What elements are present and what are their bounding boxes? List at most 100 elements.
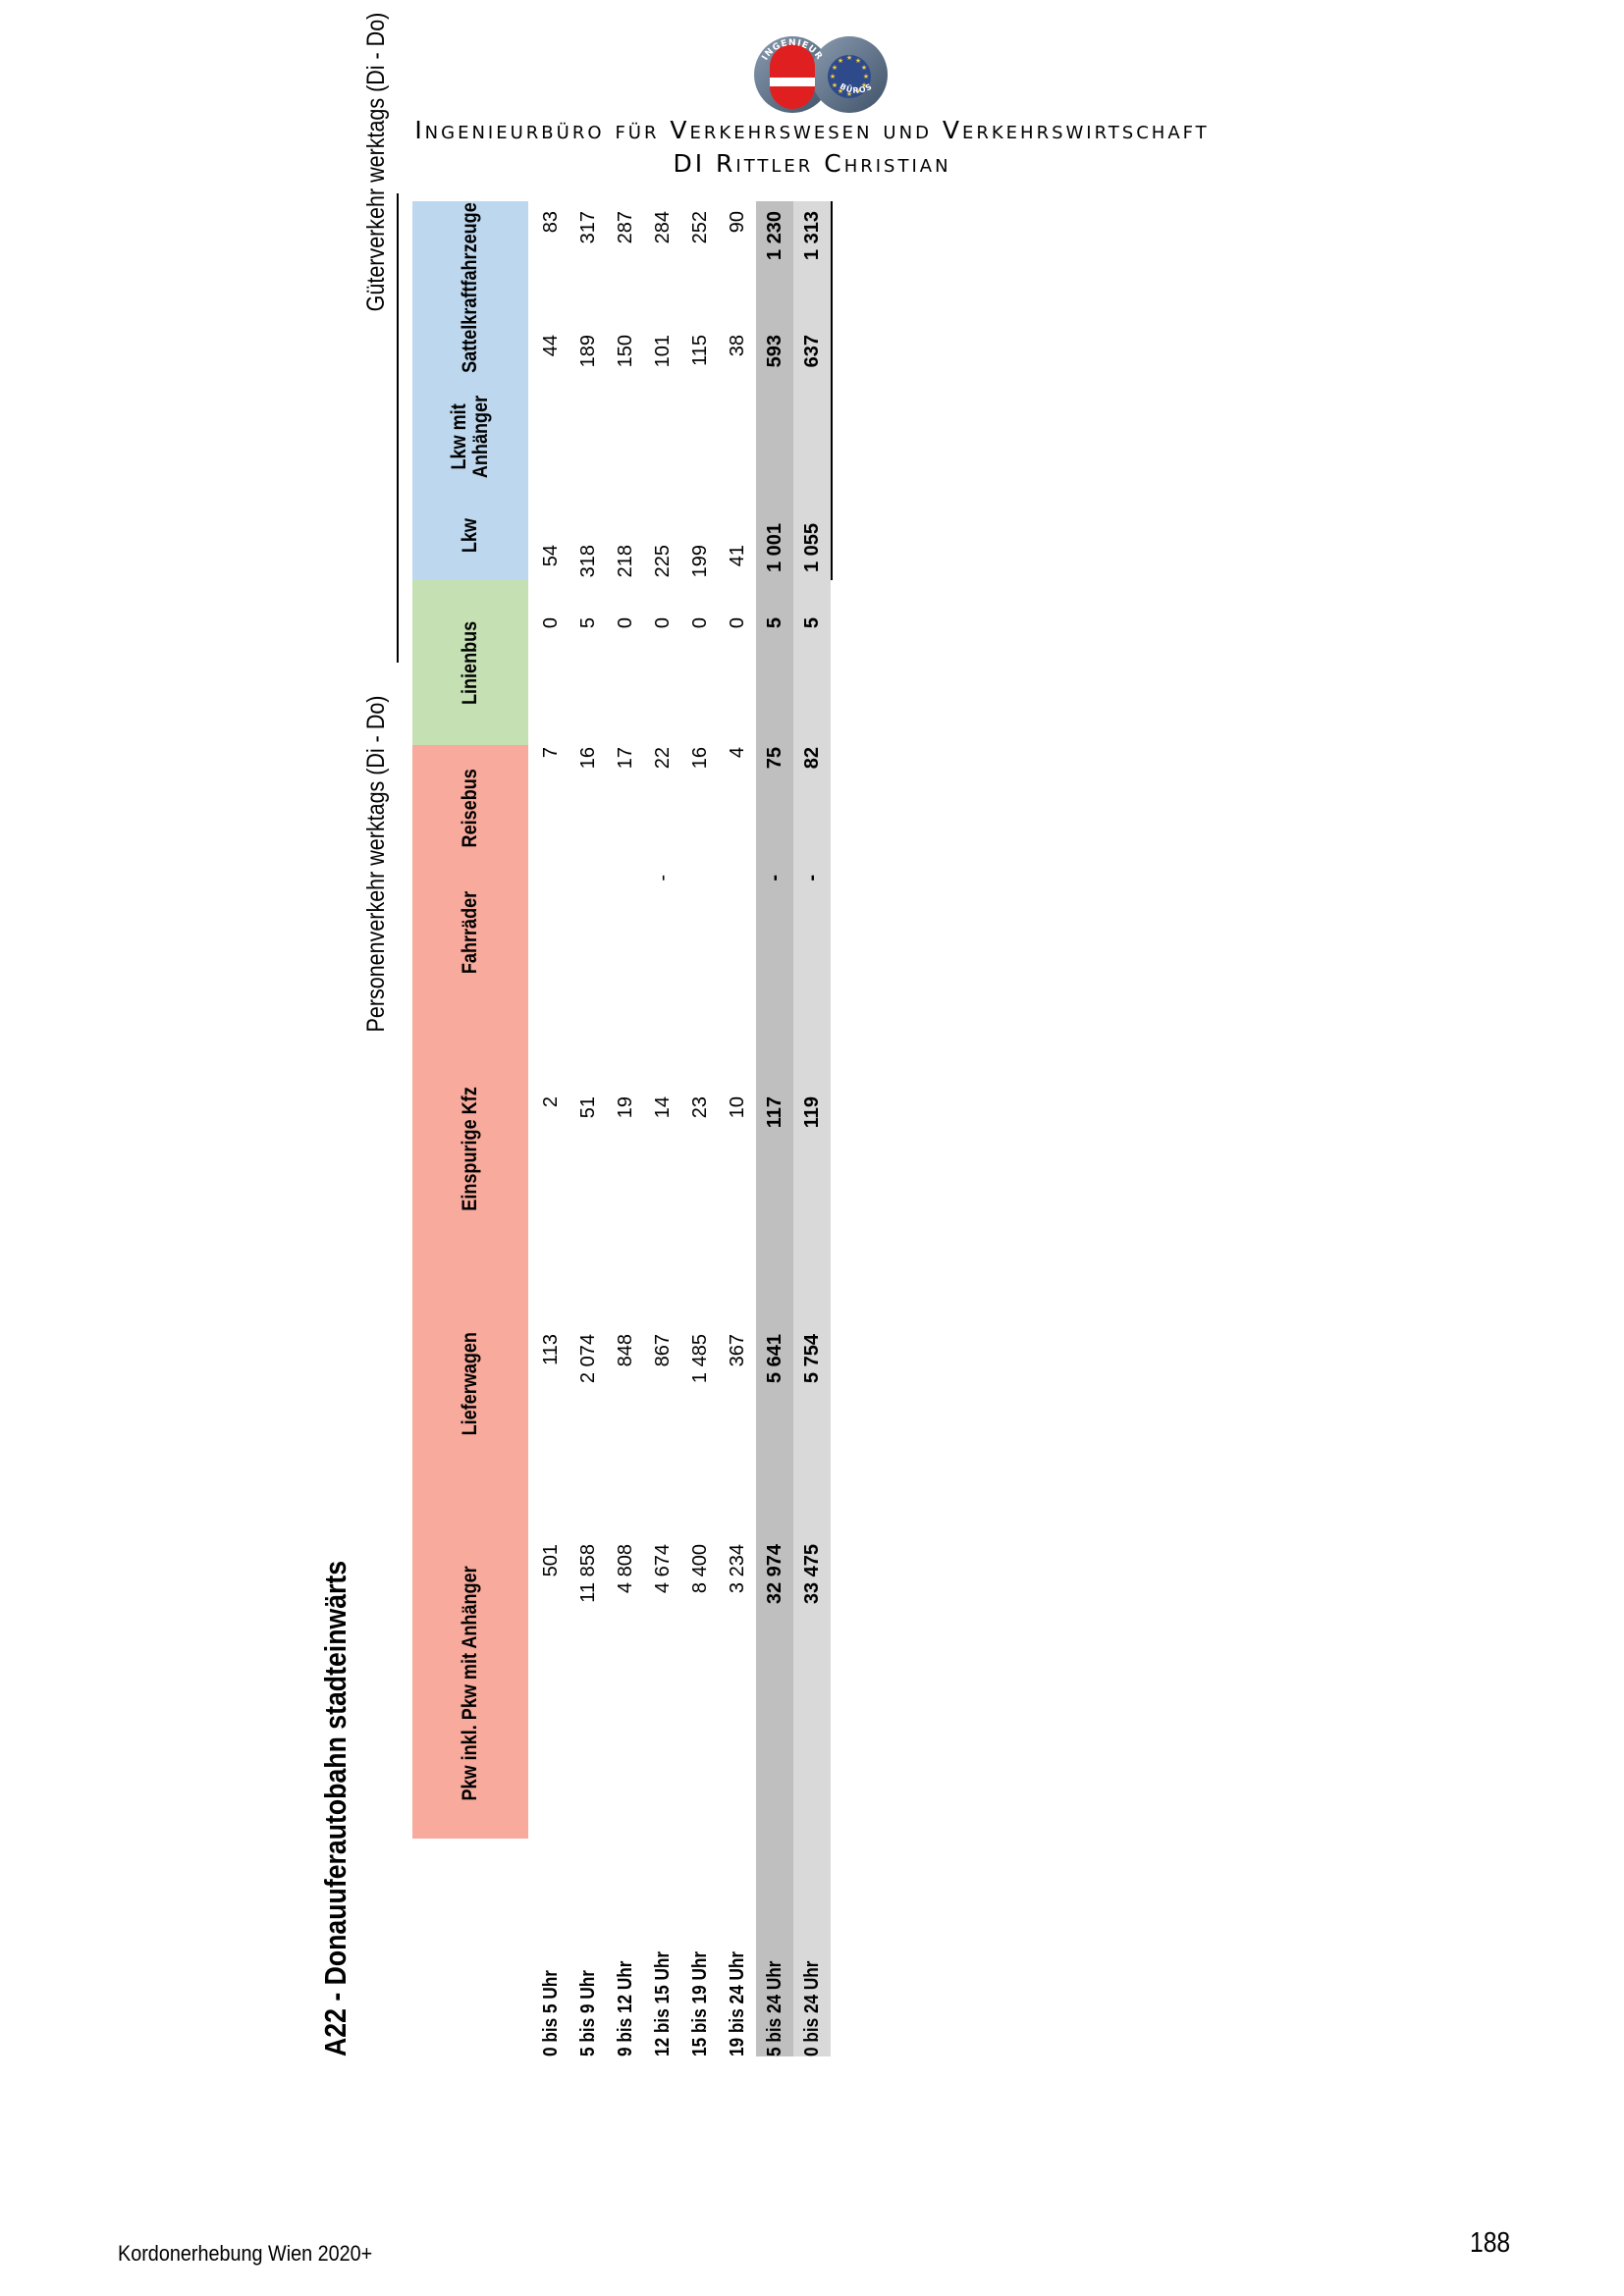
cell: 16 [577, 747, 599, 770]
cell: 199 [689, 545, 711, 578]
cell: 284 [652, 211, 674, 244]
table-row: 15 bis 19 Uhr 8 400 1 485 23 16 0 199 11… [681, 201, 719, 2056]
cell: 8 400 [689, 1544, 711, 1594]
cell: 4 808 [615, 1544, 636, 1594]
cell: 252 [689, 211, 711, 244]
cell: 189 [577, 335, 599, 368]
page-number: 188 [1470, 2227, 1511, 2259]
cell: 38 [727, 335, 748, 357]
cell: 637 [801, 335, 823, 368]
col-header-lkw-anhaenger: Lkw mit Anhänger [448, 395, 492, 479]
table-row: 12 bis 15 Uhr 4 674 867 14 - 22 0 225 10… [644, 201, 681, 2056]
col-header-einspurige-kfz: Einspurige Kfz [459, 1086, 481, 1211]
cell: 113 [540, 1334, 562, 1365]
bottom-rule [831, 201, 833, 580]
cell: - [652, 875, 674, 881]
cell: 317 [577, 211, 599, 244]
cell: 593 [764, 335, 785, 368]
cell: 287 [615, 211, 636, 244]
logo: ★ ★★ ★★★ ★★★ ★★★ INGENIEUR BÜROS [754, 36, 888, 113]
row-label: 0 bis 24 Uhr [801, 1960, 823, 2056]
cell: 2 [540, 1096, 562, 1108]
svg-text:★: ★ [855, 57, 861, 65]
table-row-sum-5-24: 5 bis 24 Uhr 32 974 5 641 117 - 75 5 1 0… [756, 201, 793, 2056]
cell [569, 875, 607, 983]
row-label: 15 bis 19 Uhr [689, 1950, 711, 2056]
cell: 82 [801, 747, 823, 770]
cell: 22 [652, 747, 674, 770]
svg-text:★: ★ [830, 73, 836, 80]
company-name: Ingenieurbüro für Verkehrswesen und Verk… [414, 116, 1210, 144]
row-label: 9 bis 12 Uhr [615, 1960, 636, 2056]
cell: 51 [577, 1096, 599, 1119]
cell: 115 [689, 335, 711, 366]
cell: 75 [764, 747, 785, 770]
col-header-sattelkraftfahrzeuge: Sattelkraftfahrzeuge [459, 202, 481, 373]
col-header-reisebus: Reisebus [412, 745, 528, 871]
cell: 4 [727, 747, 748, 759]
row-label: 5 bis 9 Uhr [577, 1970, 599, 2056]
svg-text:★: ★ [832, 64, 838, 72]
cell: 5 641 [764, 1334, 785, 1384]
svg-text:★: ★ [832, 81, 838, 89]
col-header-lkw: Lkw [459, 518, 481, 554]
cell: 83 [540, 211, 562, 234]
col-header-lieferwagen: Lieferwagen [459, 1332, 481, 1436]
table-row: 5 bis 9 Uhr 11 858 2 074 51 16 5 318 189… [569, 201, 607, 2056]
cell: 5 [764, 617, 785, 629]
cell: 218 [615, 545, 636, 578]
cell [532, 875, 569, 983]
cell: 4 674 [652, 1544, 674, 1594]
cell: 117 [764, 1096, 785, 1129]
cell: 3 234 [727, 1544, 748, 1594]
cell: 318 [577, 545, 599, 578]
cell: 1 230 [764, 211, 785, 261]
row-label: 19 bis 24 Uhr [727, 1950, 748, 2056]
svg-text:★: ★ [846, 54, 852, 62]
cell: - [764, 875, 785, 881]
row-label: 0 bis 5 Uhr [540, 1970, 562, 2056]
cell: 23 [689, 1096, 711, 1119]
cell [607, 875, 644, 983]
group-divider-line [397, 193, 399, 663]
table-row-sum-0-24: 0 bis 24 Uhr 33 475 5 754 119 - 82 5 1 0… [793, 201, 831, 2056]
row-label: 12 bis 15 Uhr [652, 1950, 674, 2056]
table-row: 0 bis 5 Uhr 501 113 2 7 0 54 44 83 [532, 201, 569, 2056]
cell: 101 [652, 335, 674, 368]
table-title: A22 - Donauuferautobahn stadteinwärts [318, 1560, 352, 2056]
cell: 16 [689, 747, 711, 770]
cell: 5 754 [801, 1334, 823, 1384]
cell: 367 [727, 1334, 748, 1367]
footer-document-title: Kordonerhebung Wien 2020+ [118, 2241, 373, 2266]
cell: 17 [615, 747, 636, 770]
table-row: 9 bis 12 Uhr 4 808 848 19 17 0 218 150 2… [607, 201, 644, 2056]
cell: 5 [801, 617, 823, 629]
col-header-fahrraeder: Fahrräder [459, 890, 481, 975]
cell: 10 [727, 1096, 748, 1119]
svg-text:★: ★ [861, 81, 867, 89]
svg-text:★: ★ [863, 73, 869, 80]
cell: 1 001 [764, 522, 785, 572]
cell: 33 475 [801, 1544, 823, 1605]
cell: 14 [652, 1096, 674, 1119]
company-owner: DI Rittler Christian [673, 149, 951, 178]
cell: 225 [652, 545, 674, 578]
cell: 1 485 [689, 1334, 711, 1384]
cell: 501 [540, 1544, 562, 1577]
cell: 11 858 [577, 1544, 599, 1603]
traffic-count-table: A22 - Donauuferautobahn stadteinwärts Pe… [314, 13, 844, 2056]
cell: 150 [615, 335, 636, 368]
cell: 54 [540, 545, 562, 567]
cell: 41 [727, 545, 748, 567]
cell: 1 055 [801, 522, 823, 572]
svg-text:BÜROS: BÜROS [839, 81, 874, 94]
cell: 2 074 [577, 1334, 599, 1384]
col-header-linienbus: Linienbus [412, 580, 528, 745]
svg-text:★: ★ [846, 90, 852, 98]
table-row: 19 bis 24 Uhr 3 234 367 10 4 0 41 38 90 [719, 201, 756, 2056]
cell: 1 313 [801, 211, 823, 261]
cell [681, 875, 719, 983]
group-header-gueterverkehr: Güterverkehr werktags (Di - Do) [362, 12, 390, 312]
cell: 32 974 [764, 1544, 785, 1605]
cell: 19 [615, 1096, 636, 1119]
